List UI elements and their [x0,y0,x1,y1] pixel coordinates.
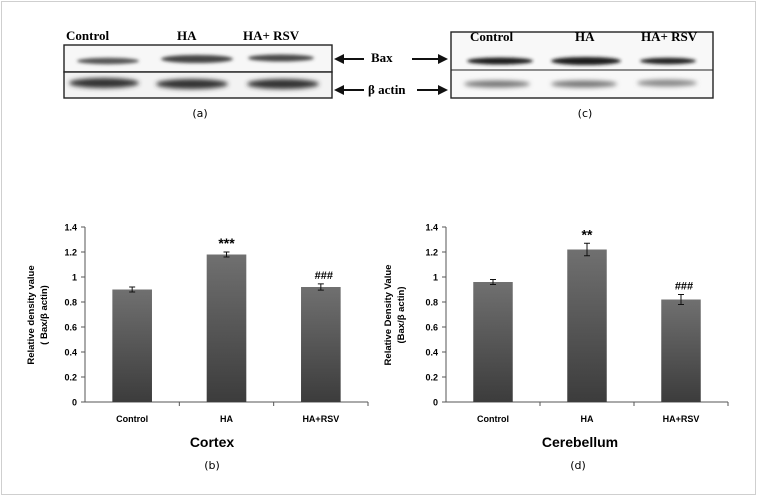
chart-d-bar [473,282,513,402]
caption-b: (b) [204,459,220,472]
chart-b-bar [112,289,152,402]
chart-b-ylabel-line1: Relative density value [26,265,37,364]
chart-b-significance-label: ### [315,270,333,282]
blot-c-bax-band-ha-rsv [640,57,696,65]
caption-d: (d) [570,459,586,472]
chart-b-y-tick-label: 1.4 [64,223,77,233]
arrow-bax-left-head [334,54,344,64]
chart-b-y-tick-label: 0.4 [64,348,77,358]
arrow-bax-right-head [438,54,448,64]
blot-c-bax-band-ha [551,57,621,65]
chart-cerebellum: Relative Density Value (Bax/β actin) Cer… [383,223,729,472]
chart-b-y-tick-label: 0.8 [64,298,77,308]
blot-a-label-ha: HA [177,28,197,43]
chart-d-y-tick-label: 1 [433,273,438,283]
chart-b-bar [206,254,247,402]
chart-d-ylabel-line1: Relative Density Value [383,265,394,366]
chart-d-bar [567,249,607,402]
blot-cortex: Control HA HA+ RSV (a) [63,28,333,120]
chart-b-category-label: Control [116,414,148,424]
blot-a-bax-band-control [77,57,139,65]
chart-cortex: Relative density value ( Bax/β actin) Co… [26,223,369,472]
chart-d-y-tick-label: 0.8 [425,298,438,308]
chart-d-y-tick-label: 0.2 [425,373,438,383]
blot-c-actin-band-ha-rsv [637,79,697,87]
chart-b-category-label: HA+RSV [302,414,339,424]
blot-a-label-ha-rsv: HA+ RSV [243,28,300,43]
chart-b-significance-label: *** [218,235,235,251]
chart-d-significance-label: ** [582,226,593,242]
blot-c-bax-band-control [467,57,533,65]
blot-a-label-control: Control [66,28,109,43]
chart-b-y-tick-label: 1 [72,273,77,283]
chart-d-category-label: HA [581,414,594,424]
blot-c-actin-band-control [464,80,530,88]
caption-c: (c) [578,107,593,120]
blot-c-label-ha: HA [575,29,595,44]
chart-b-bar [301,287,341,402]
chart-d-y-tick-label: 1.2 [425,248,438,258]
chart-d-y-tick-label: 0.6 [425,323,438,333]
chart-d-category-label: Control [477,414,509,424]
chart-d-y-tick-label: 0.4 [425,348,438,358]
chart-b-category-label: HA [220,414,233,424]
chart-b-ylabel-line2: ( Bax/β actin) [39,285,50,345]
arrow-actin-left-head [334,85,344,95]
chart-d-ylabel-line2: (Bax/β actin) [396,286,407,343]
band-labels: Bax β actin [334,50,448,97]
label-actin: β actin [368,82,406,97]
chart-d-y-tick-label: 1.4 [425,223,438,233]
chart-b-y-tick-label: 0.2 [64,373,77,383]
blot-c-label-control: Control [470,29,513,44]
blot-a-actin-band-ha-rsv [247,79,319,89]
label-bax: Bax [371,50,393,65]
blot-a-actin-band-control [69,78,139,88]
blot-a-bax-band-ha-rsv [248,54,314,62]
chart-d-significance-label: ### [675,281,693,293]
chart-b-y-tick-label: 0.6 [64,323,77,333]
blot-cerebellum: Control HA HA+ RSV (c) [450,29,714,120]
chart-b-y-tick-label: 0 [72,398,77,408]
chart-d-title: Cerebellum [542,434,618,450]
chart-b-title: Cortex [190,434,235,450]
blot-c-actin-band-ha [551,80,617,88]
chart-d-category-label: HA+RSV [663,414,700,424]
caption-a: (a) [192,107,207,120]
blot-a-actin-band-ha [156,79,228,89]
chart-b-y-tick-label: 1.2 [64,248,77,258]
chart-d-y-tick-label: 0 [433,398,438,408]
chart-d-bar [661,299,701,402]
arrow-actin-right-head [438,85,448,95]
blot-a-bax-band-ha [161,55,233,63]
blot-c-label-ha-rsv: HA+ RSV [641,29,698,44]
